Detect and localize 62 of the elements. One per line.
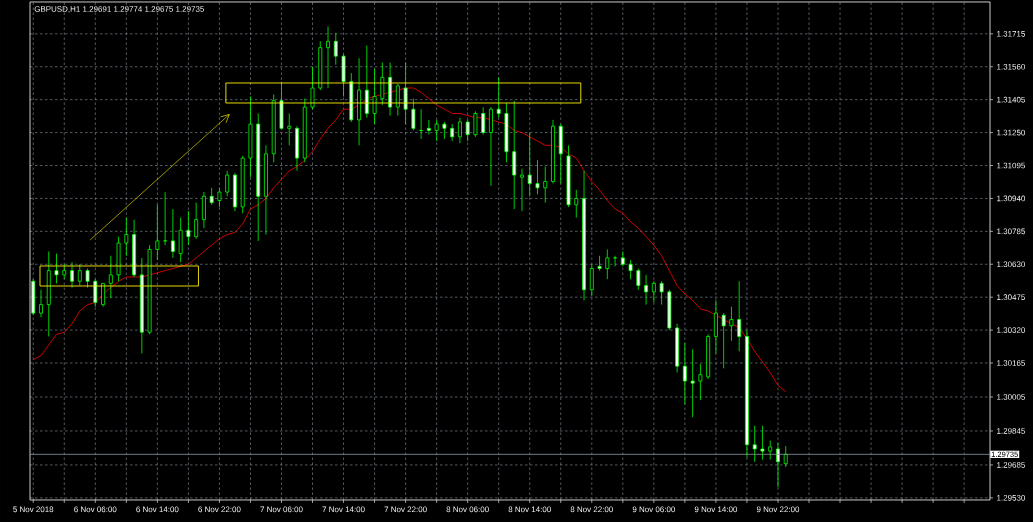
candlestick bbox=[613, 255, 618, 267]
candlestick bbox=[457, 117, 462, 144]
candlestick bbox=[39, 289, 43, 318]
candlestick bbox=[760, 425, 765, 461]
candlestick bbox=[713, 299, 718, 354]
candlestick bbox=[372, 68, 377, 125]
candlestick bbox=[682, 342, 687, 405]
candlestick bbox=[124, 217, 129, 257]
candlestick bbox=[636, 268, 641, 291]
candlestick bbox=[721, 312, 726, 369]
candlestick bbox=[605, 248, 610, 280]
candlestick bbox=[426, 119, 431, 136]
candlestick bbox=[481, 106, 486, 136]
candlestick bbox=[70, 261, 74, 289]
candlestick bbox=[644, 274, 649, 306]
candlestick bbox=[326, 26, 330, 89]
candlestick bbox=[768, 440, 773, 461]
candlestick bbox=[170, 208, 175, 259]
candlestick bbox=[225, 170, 230, 197]
candlestick bbox=[527, 132, 532, 197]
candlestick bbox=[54, 253, 59, 284]
candlestick bbox=[488, 106, 493, 187]
candlestick bbox=[395, 83, 400, 116]
candlestick bbox=[698, 363, 703, 401]
candlestick bbox=[783, 445, 788, 468]
candlestick bbox=[535, 159, 540, 195]
candlestick bbox=[465, 119, 470, 142]
candlestick bbox=[380, 62, 385, 106]
candlestick bbox=[520, 168, 524, 212]
candlestick bbox=[473, 110, 478, 138]
candlestick bbox=[155, 204, 160, 261]
candlestick bbox=[597, 255, 602, 272]
candlestick bbox=[333, 32, 338, 66]
candlestick bbox=[543, 166, 548, 204]
candlestick bbox=[85, 268, 90, 289]
candlestick bbox=[77, 263, 82, 286]
candlestick bbox=[287, 113, 292, 146]
candlestick bbox=[776, 442, 780, 488]
candlestick bbox=[310, 66, 315, 110]
candlestick bbox=[651, 280, 656, 303]
candlestick bbox=[496, 76, 501, 119]
candlestick bbox=[628, 259, 633, 280]
candlestick bbox=[108, 255, 113, 299]
candlestick bbox=[589, 263, 594, 297]
candlestick bbox=[217, 187, 222, 208]
candlestick bbox=[752, 425, 757, 463]
candlestick bbox=[574, 189, 579, 218]
candlestick bbox=[512, 100, 517, 210]
candlestick bbox=[194, 202, 199, 240]
candlestick bbox=[163, 191, 168, 246]
candlestick bbox=[434, 119, 439, 142]
candlestick bbox=[364, 45, 369, 119]
candlestick bbox=[729, 306, 734, 342]
candlestick bbox=[737, 280, 742, 352]
candlestick bbox=[690, 348, 695, 418]
candlestick bbox=[186, 210, 191, 246]
candlestick bbox=[201, 191, 206, 229]
candlestick bbox=[411, 98, 416, 131]
candlestick bbox=[403, 62, 408, 125]
candlestick bbox=[93, 278, 98, 308]
candlestick bbox=[178, 217, 183, 263]
candlestick bbox=[659, 280, 664, 306]
